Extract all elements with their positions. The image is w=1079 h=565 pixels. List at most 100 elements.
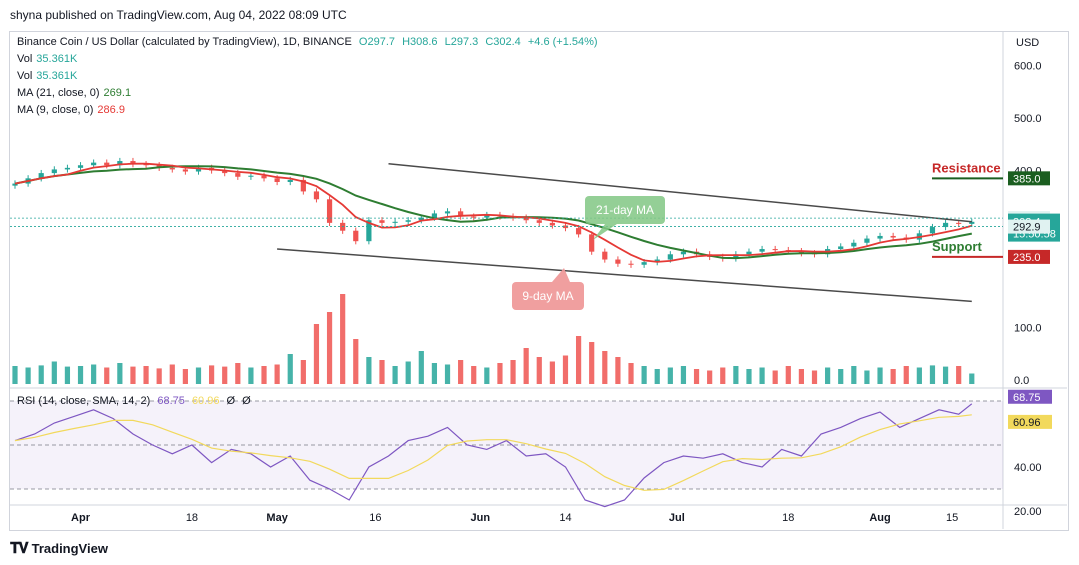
candle bbox=[287, 179, 293, 182]
volume-bar bbox=[418, 351, 424, 384]
candle bbox=[326, 199, 333, 223]
candle bbox=[641, 262, 647, 265]
candle bbox=[444, 211, 451, 214]
candle bbox=[628, 263, 634, 265]
symbol-title: Binance Coin / US Dollar (calculated by … bbox=[17, 36, 352, 48]
candle bbox=[458, 211, 464, 217]
candle bbox=[274, 178, 280, 182]
volume-bar bbox=[64, 366, 71, 384]
price-tick: 500.0 bbox=[1014, 113, 1042, 125]
resistance-price-tag: 385.0 bbox=[1013, 173, 1041, 185]
volume-bar bbox=[353, 339, 359, 384]
volume-bar bbox=[169, 364, 175, 384]
time-tick: Aug bbox=[869, 512, 890, 524]
rsi-sma-value: 60.96 bbox=[191, 395, 220, 407]
volume-bar bbox=[104, 367, 110, 384]
chart-header: Binance Coin / US Dollar (calculated by … bbox=[17, 34, 598, 51]
volume-bar bbox=[38, 365, 44, 384]
footer-brand[interactable]: 𝐓𝐕 TradingView bbox=[10, 540, 108, 557]
channel-lower-line bbox=[277, 248, 972, 303]
ohlc-close: C302.4 bbox=[485, 36, 521, 48]
candle bbox=[956, 222, 962, 224]
volume-bar bbox=[890, 369, 896, 384]
candle bbox=[589, 234, 595, 252]
volume-bar bbox=[156, 368, 162, 384]
volume-bar bbox=[654, 369, 660, 384]
volume-bar bbox=[143, 366, 149, 384]
volume-bar bbox=[772, 370, 778, 384]
time-tick: 14 bbox=[559, 512, 571, 524]
volume-bar bbox=[444, 364, 451, 384]
volume-bar bbox=[877, 367, 883, 384]
resistance-label: Resistance bbox=[932, 160, 1001, 175]
volume-bar bbox=[182, 369, 188, 384]
candle bbox=[523, 217, 529, 221]
time-tick: Jul bbox=[669, 512, 685, 524]
candle bbox=[838, 246, 844, 250]
volume-bar bbox=[12, 366, 18, 384]
rsi-value-tag: 68.75 bbox=[1013, 392, 1041, 404]
candle bbox=[169, 167, 175, 170]
candle bbox=[300, 179, 306, 192]
rsi-sma-tag-bg bbox=[1008, 414, 1052, 429]
candle bbox=[484, 215, 490, 218]
candle bbox=[654, 259, 660, 263]
ma9-line bbox=[14, 162, 973, 263]
price-tick: 100.0 bbox=[1014, 323, 1042, 335]
candle bbox=[222, 170, 228, 174]
volume-bar bbox=[51, 361, 57, 384]
volume-bar bbox=[746, 369, 752, 384]
vol-label: Vol bbox=[17, 53, 33, 65]
tradingview-logo-icon: 𝐓𝐕 bbox=[10, 540, 29, 557]
candle bbox=[195, 167, 202, 172]
candle bbox=[366, 220, 372, 242]
volume-bar bbox=[759, 367, 765, 384]
volume-bar bbox=[864, 370, 870, 384]
time-tick: May bbox=[266, 512, 288, 524]
volume-bar bbox=[222, 366, 228, 384]
volume-bar bbox=[707, 370, 713, 384]
rsi-label: RSI (14, close, SMA, 14, 2) bbox=[17, 395, 151, 407]
volume-bar bbox=[431, 363, 438, 384]
volume-bar bbox=[680, 366, 687, 384]
candle bbox=[261, 175, 267, 179]
candle bbox=[38, 173, 44, 179]
candle bbox=[969, 221, 975, 224]
chart-frame bbox=[9, 31, 1069, 531]
candle bbox=[929, 227, 936, 234]
ma21-callout-pointer bbox=[593, 224, 617, 240]
volume-bar bbox=[77, 366, 84, 384]
volume-bar bbox=[720, 367, 726, 384]
candle bbox=[143, 164, 149, 166]
candle bbox=[680, 251, 687, 255]
ma9-label: MA (9, close, 0) bbox=[17, 104, 94, 116]
volume-bar bbox=[484, 367, 490, 384]
candle bbox=[851, 242, 857, 247]
volume-bar bbox=[693, 369, 700, 384]
rsi-sma-tag: 60.96 bbox=[1013, 417, 1041, 429]
volume-bar bbox=[536, 357, 542, 384]
support-label: Support bbox=[932, 239, 982, 254]
volume-bar bbox=[392, 366, 398, 384]
volume-bar bbox=[91, 364, 97, 384]
volume-bar bbox=[942, 366, 949, 384]
candle bbox=[890, 235, 896, 238]
support-price-tag-bg bbox=[1008, 249, 1050, 264]
candle bbox=[864, 238, 870, 243]
ma21-label: MA (21, close, 0) bbox=[17, 87, 100, 99]
volume-bar bbox=[248, 367, 254, 384]
volume-bar bbox=[903, 366, 909, 384]
volume-bar bbox=[523, 348, 529, 384]
volume-bar bbox=[510, 360, 516, 384]
volume-bar bbox=[25, 367, 31, 384]
candle bbox=[64, 167, 71, 170]
volume-bar bbox=[562, 355, 569, 384]
time-tick: 15 bbox=[946, 512, 958, 524]
candle bbox=[313, 191, 320, 200]
ma9-callout-box bbox=[512, 282, 584, 310]
volume-bar bbox=[838, 369, 844, 384]
volume-bar bbox=[261, 366, 267, 384]
price-tick: 0.0 bbox=[1014, 375, 1029, 387]
volume-bar bbox=[340, 294, 346, 384]
